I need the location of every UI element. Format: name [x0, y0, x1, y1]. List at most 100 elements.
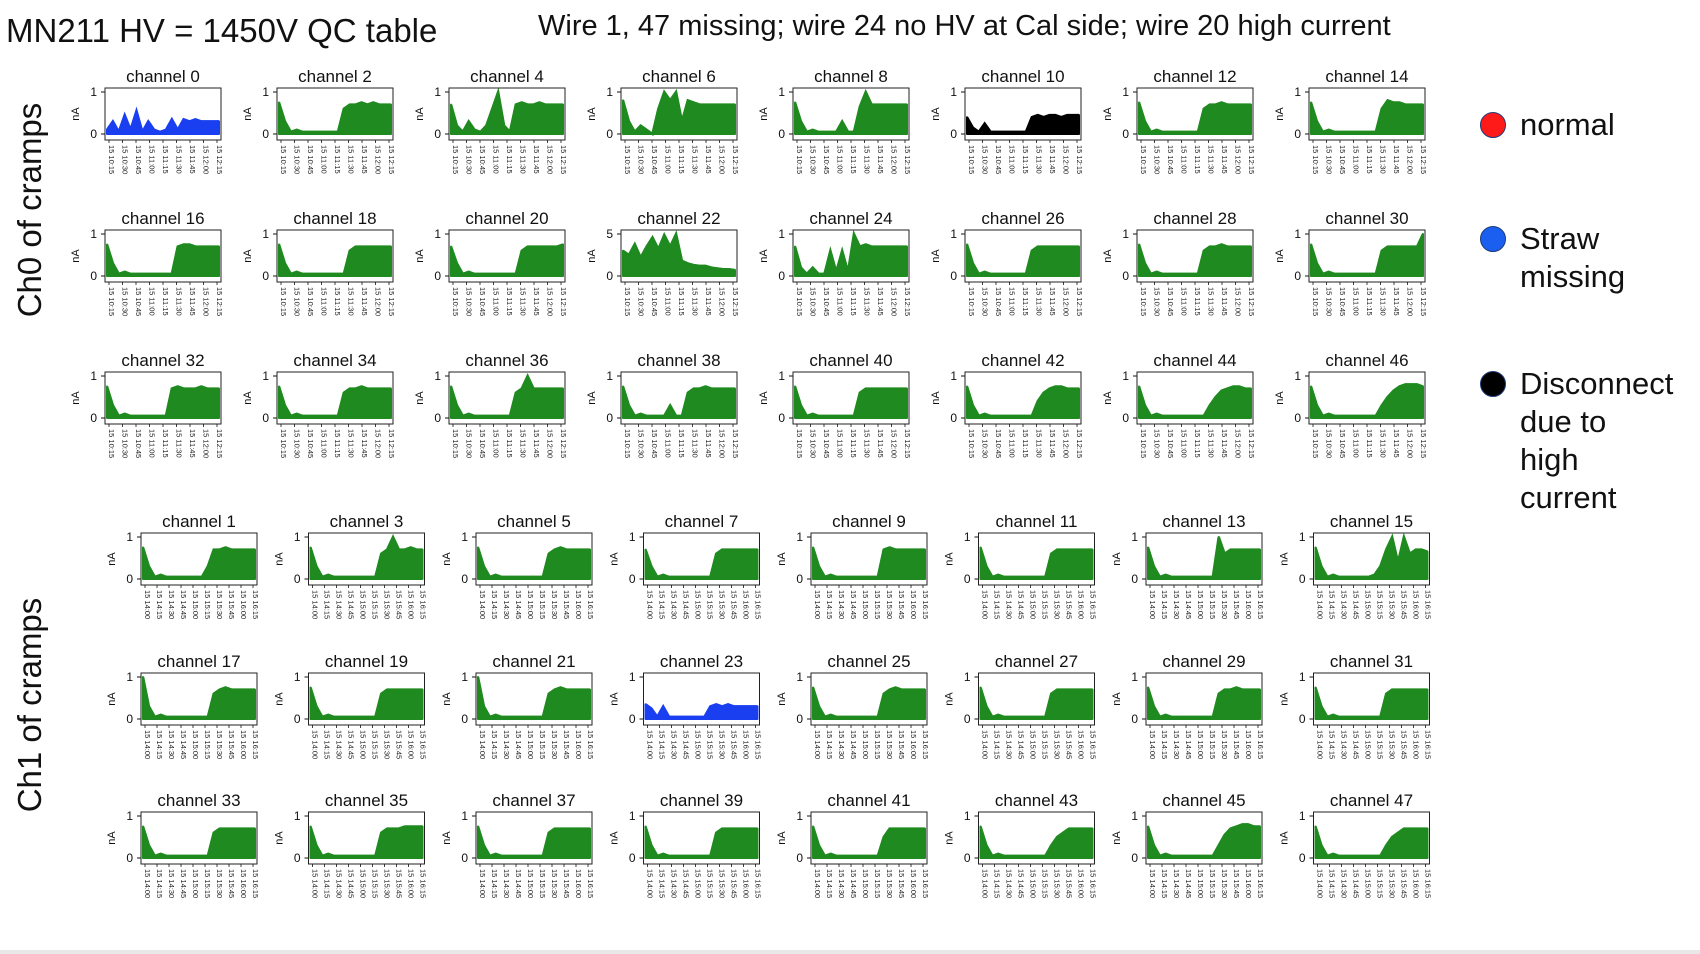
- y-tick-label: 5: [606, 227, 613, 241]
- x-tick-label: 15 16:00: [742, 590, 751, 619]
- x-tick-label: 15 11:30: [691, 429, 700, 458]
- y-tick-label: 1: [1294, 85, 1301, 99]
- series-line: [141, 676, 255, 719]
- y-tick-label: 1: [90, 369, 97, 383]
- x-tick-label: 15 14:15: [1328, 869, 1337, 898]
- x-tick-label: 15 11:30: [347, 287, 356, 316]
- series-trace: [450, 375, 564, 419]
- y-tick-label: 0: [1131, 851, 1138, 865]
- x-tick-label: 15 14:15: [323, 869, 332, 898]
- y-tick-label: 1: [778, 369, 785, 383]
- chart-panel: channel 36 nA 1 0 15 10:15 15 10:30 15 10:45 15…: [414, 351, 568, 458]
- y-tick-label: 0: [1122, 127, 1129, 141]
- x-tick-label: 15 12:15: [387, 429, 396, 458]
- x-tick-label: 15 14:45: [682, 730, 691, 759]
- x-tick-label: 15 11:15: [333, 145, 342, 174]
- y-tick-label: 0: [434, 127, 441, 141]
- y-tick-label: 1: [262, 369, 269, 383]
- y-tick-label: 0: [796, 712, 803, 726]
- x-tick-label: 15 11:45: [360, 145, 369, 174]
- series-line: [644, 826, 758, 858]
- y-tick-label: 1: [1131, 670, 1138, 684]
- plot-frame: [1145, 811, 1263, 865]
- x-tick-label: 15 10:30: [121, 287, 130, 316]
- x-tick-label: 15 16:15: [1256, 869, 1265, 898]
- x-tick-label: 15 10:30: [1153, 145, 1162, 174]
- y-tick-label: 1: [126, 809, 133, 823]
- y-tick-label: 1: [1294, 369, 1301, 383]
- y-tick-label: 0: [262, 269, 269, 283]
- y-tick-label: 1: [606, 85, 613, 99]
- chart-panel: channel 8 nA 1 0 15 10:15 15 10:30 15 10:45 15 …: [758, 67, 912, 174]
- x-tick-label: 15 14:00: [143, 730, 152, 759]
- y-tick-label: 1: [629, 670, 636, 684]
- y-tick-label: 0: [606, 411, 613, 425]
- y-tick-label: 1: [126, 670, 133, 684]
- panel-title: channel 31: [1330, 652, 1413, 671]
- x-tick-label: 15 10:30: [465, 145, 474, 174]
- y-tick-label: 0: [1131, 572, 1138, 586]
- series-line: [965, 385, 1079, 418]
- x-tick-label: 15 11:45: [704, 145, 713, 174]
- y-tick-label: 0: [796, 851, 803, 865]
- x-tick-label: 15 10:15: [451, 145, 460, 174]
- x-tick-label: 15 12:00: [1234, 429, 1243, 458]
- x-tick-label: 15 11:45: [188, 145, 197, 174]
- panel-title: channel 22: [637, 209, 720, 228]
- x-tick-label: 15 14:45: [514, 590, 523, 619]
- y-tick-label: 1: [126, 530, 133, 544]
- x-tick-label: 15 12:00: [1234, 287, 1243, 316]
- x-tick-label: 15 15:45: [395, 590, 404, 619]
- x-tick-label: 15 15:15: [1208, 869, 1217, 898]
- x-tick-label: 15 14:30: [1340, 590, 1349, 619]
- x-tick-label: 15 12:00: [1406, 287, 1415, 316]
- x-tick-label: 15 15:00: [1196, 590, 1205, 619]
- x-tick-label: 15 14:45: [179, 590, 188, 619]
- x-tick-label: 15 12:00: [1062, 287, 1071, 316]
- x-tick-label: 15 14:15: [825, 590, 834, 619]
- x-tick-label: 15 10:15: [279, 429, 288, 458]
- x-tick-label: 15 15:30: [718, 590, 727, 619]
- chart-panel: channel 46 nA 1 0 15 10:15 15 10:30 15 10:45 15…: [1274, 351, 1428, 458]
- x-tick-label: 15 12:00: [202, 145, 211, 174]
- x-tick-label: 15 14:30: [1340, 869, 1349, 898]
- x-tick-label: 15 15:45: [1400, 869, 1409, 898]
- panel-title: channel 19: [325, 652, 408, 671]
- plot-frame: [978, 811, 1095, 865]
- x-tick-label: 15 10:45: [306, 287, 315, 316]
- y-tick-label: 1: [606, 369, 613, 383]
- x-tick-label: 15 15:45: [730, 869, 739, 898]
- y-axis-label: nA: [586, 249, 598, 263]
- x-tick-label: 15 14:30: [1005, 590, 1014, 619]
- x-tick-label: 15 14:15: [155, 730, 164, 759]
- y-tick-label: 0: [796, 572, 803, 586]
- panel-title: channel 29: [1162, 652, 1245, 671]
- x-tick-label: 15 15:15: [538, 590, 547, 619]
- x-tick-label: 15 11:15: [1193, 145, 1202, 174]
- x-tick-label: 15 11:45: [1220, 429, 1229, 458]
- x-tick-label: 15 16:15: [419, 730, 428, 759]
- x-tick-label: 15 15:15: [371, 590, 380, 619]
- x-tick-label: 15 10:30: [465, 429, 474, 458]
- panel-title: channel 46: [1325, 351, 1408, 370]
- x-tick-label: 15 11:30: [175, 145, 184, 174]
- x-tick-label: 15 11:45: [1392, 145, 1401, 174]
- x-tick-label: 15 15:15: [706, 730, 715, 759]
- y-tick-label: 0: [434, 269, 441, 283]
- x-tick-label: 15 12:15: [903, 145, 912, 174]
- x-tick-label: 15 12:00: [202, 287, 211, 316]
- x-tick-label: 15 15:00: [359, 590, 368, 619]
- series-line: [622, 230, 736, 272]
- x-tick-label: 15 11:15: [677, 145, 686, 174]
- x-tick-label: 15 10:15: [967, 429, 976, 458]
- x-tick-label: 15 15:30: [1053, 730, 1062, 759]
- x-tick-label: 15 11:00: [1352, 287, 1361, 316]
- chart-panel: channel 24 nA 1 0 15 10:15 15 10:30 15 10:45 15…: [758, 209, 912, 316]
- chart-panel: channel 18 nA 1 0 15 10:15 15 10:30 15 10:45 15…: [242, 209, 396, 316]
- y-axis-label: nA: [1102, 391, 1114, 405]
- y-tick-label: 0: [294, 572, 301, 586]
- x-tick-label: 15 14:00: [1148, 590, 1157, 619]
- y-tick-label: 0: [964, 572, 971, 586]
- panel-title: channel 40: [809, 351, 892, 370]
